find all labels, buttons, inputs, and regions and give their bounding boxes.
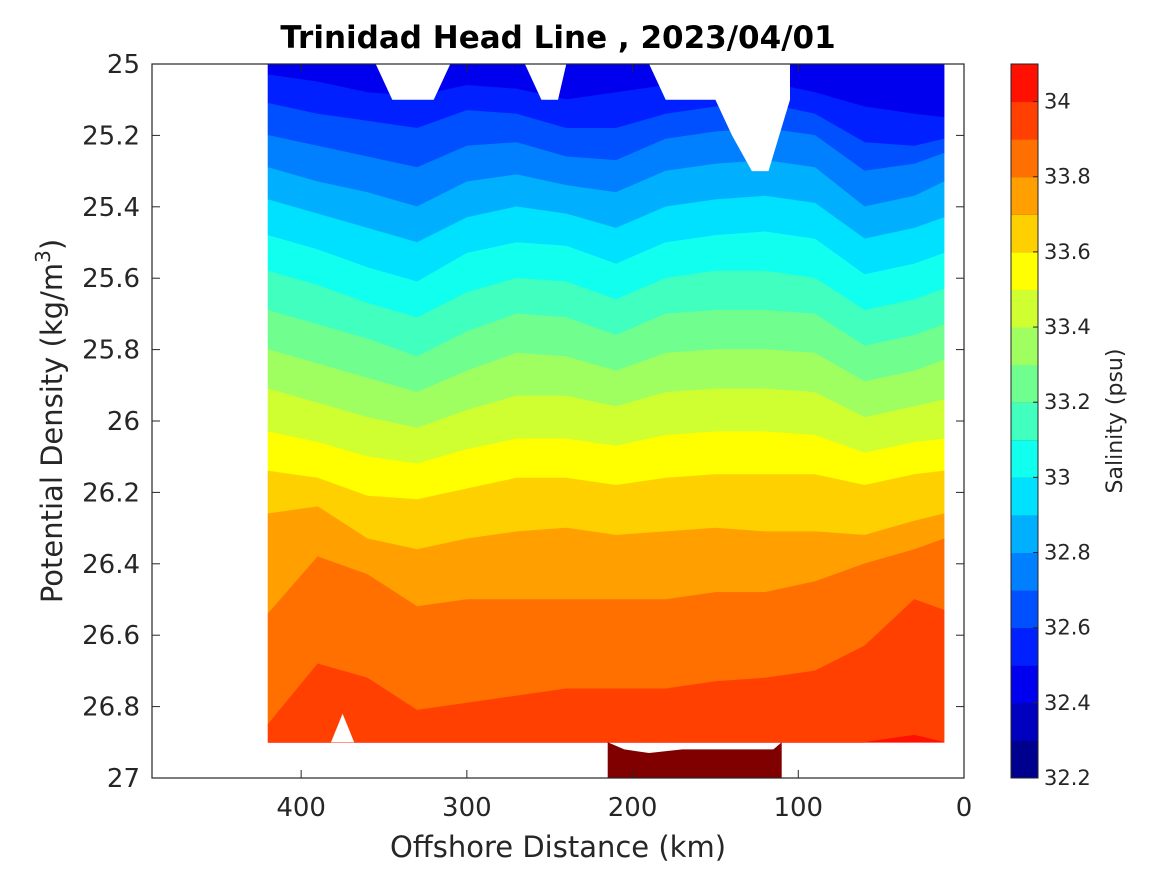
colorbar-tick-label: 33.8	[1044, 165, 1091, 189]
colorbar-label: Salinity (psu)	[1103, 349, 1128, 494]
colorbar-segment	[1011, 327, 1038, 366]
colorbar-ticks: 32.2 32.4 32.6 32.8 33 33.2 33.4 33.6 33.8 34	[1033, 90, 1091, 790]
x-tick-label: 100	[773, 793, 823, 823]
colorbar-segment	[1011, 740, 1038, 779]
dense-water-region	[607, 742, 782, 778]
y-axis-label-close: )	[35, 239, 69, 250]
colorbar-segment	[1011, 402, 1038, 441]
x-tick-label: 200	[608, 793, 658, 823]
no-data-region	[331, 713, 355, 743]
y-tick-label: 25.8	[82, 336, 140, 366]
colorbar-tick-label: 32.4	[1044, 691, 1091, 715]
y-axis-label-main: Potential Density (kg/m	[35, 263, 69, 603]
colorbar-segment	[1011, 251, 1038, 290]
y-axis-label-superscript: 3	[31, 250, 55, 263]
colorbar-tick-label: 34	[1044, 90, 1071, 114]
colorbar-tick-label: 32.8	[1044, 541, 1091, 565]
y-tick-label: 27	[107, 764, 140, 794]
colorbar-segment	[1011, 439, 1038, 478]
colorbar-tick-label: 32.6	[1044, 616, 1091, 640]
y-tick-label: 26.8	[82, 693, 140, 723]
y-tick-label: 26	[107, 407, 140, 437]
colorbar-segment	[1011, 702, 1038, 741]
y-tick-label: 25.6	[82, 264, 140, 294]
contour-plot	[267, 63, 945, 778]
colorbar-segment	[1011, 552, 1038, 591]
colorbar-tick-label: 33.6	[1044, 240, 1091, 264]
colorbar-segment	[1011, 364, 1038, 403]
colorbar-tick-label: 33.4	[1044, 315, 1091, 339]
y-tick-label: 25.2	[82, 121, 140, 151]
colorbar-frame	[1010, 63, 1039, 779]
colorbar-segment	[1011, 139, 1038, 178]
x-tick-label: 400	[276, 793, 326, 823]
y-tick-label: 26.2	[82, 478, 140, 508]
colorbar-segment	[1011, 289, 1038, 328]
colorbar-segment	[1011, 514, 1038, 554]
x-tick-label: 0	[956, 793, 973, 823]
colorbar-segment	[1011, 64, 1038, 103]
no-data-region	[375, 64, 451, 100]
y-tick-label: 26.6	[82, 621, 140, 651]
y-axis-ticks: 25 25.2 25.4 25.6 25.8 26 26.2 26.4 26.6 26.8 27	[82, 50, 964, 794]
colorbar-tick-label: 33	[1044, 465, 1071, 489]
contour-band	[268, 734, 945, 743]
colorbar-segment	[1011, 627, 1038, 666]
y-tick-label: 25	[107, 50, 140, 80]
y-tick-label: 26.4	[82, 550, 140, 580]
x-axis-label: Offshore Distance (km)	[390, 830, 726, 864]
no-data-region	[649, 64, 790, 172]
colorbar-segment	[1011, 477, 1038, 516]
x-tick-label: 300	[442, 793, 492, 823]
colorbar-tick-label: 33.2	[1044, 390, 1091, 414]
x-axis-ticks: 400 300 200 100 0	[276, 64, 972, 823]
colorbar-segment	[1011, 101, 1038, 140]
colorbar-segment	[1011, 176, 1038, 215]
y-axis-label: Potential Density (kg/m3)	[31, 239, 69, 603]
colorbar	[1010, 63, 1039, 779]
colorbar-segment	[1011, 665, 1038, 704]
colorbar-segment	[1011, 214, 1038, 253]
chart-title: Trinidad Head Line , 2023/04/01	[280, 20, 835, 56]
y-tick-label: 25.4	[82, 193, 140, 223]
colorbar-segment	[1011, 590, 1038, 629]
no-data-region	[524, 64, 567, 100]
colorbar-tick-label: 32.2	[1044, 766, 1091, 790]
